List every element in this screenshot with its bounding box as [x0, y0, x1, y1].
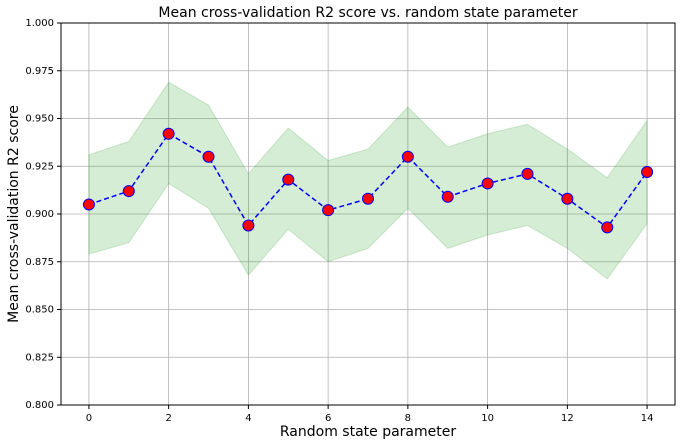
marker [362, 192, 374, 205]
marker [162, 127, 175, 140]
y-tick-label: 0.900 [25, 209, 54, 220]
x-tick-label: 0 [86, 413, 92, 424]
marker [202, 150, 215, 163]
y-tick-label: 1.000 [25, 18, 54, 29]
x-tick-label: 10 [481, 413, 494, 424]
mean-line [88, 132, 648, 229]
y-axis-label: Mean cross-validation R2 score [6, 105, 22, 323]
marker [322, 204, 335, 217]
marker [481, 177, 494, 190]
y-tick-label: 0.850 [25, 305, 54, 316]
chart-title: Mean cross-validation R2 score vs. rando… [158, 5, 577, 21]
x-tick-label: 14 [641, 413, 654, 424]
y-tick-label: 0.975 [25, 66, 54, 77]
x-axis-label: Random state parameter [280, 424, 456, 440]
marker [282, 173, 295, 186]
marker [521, 167, 534, 180]
x-tick-label: 2 [165, 413, 171, 424]
x-tick-label: 6 [325, 413, 331, 424]
y-tick-label: 0.800 [25, 400, 54, 411]
x-tick-label: 8 [405, 413, 411, 424]
std-band [88, 81, 648, 280]
marker [641, 165, 654, 178]
marker [401, 150, 414, 163]
y-tick-label: 0.875 [25, 257, 54, 268]
x-tick-label: 12 [561, 413, 574, 424]
y-tick-label: 0.950 [25, 114, 54, 125]
y-tick-label: 0.825 [25, 352, 54, 363]
marker [82, 198, 95, 211]
marker [601, 221, 614, 234]
marker [441, 190, 454, 203]
y-tick-label: 0.925 [25, 161, 54, 172]
marker [242, 219, 255, 232]
plot-frame [60, 22, 676, 406]
marker [561, 192, 574, 205]
marker [122, 185, 135, 198]
x-tick-label: 4 [245, 413, 251, 424]
